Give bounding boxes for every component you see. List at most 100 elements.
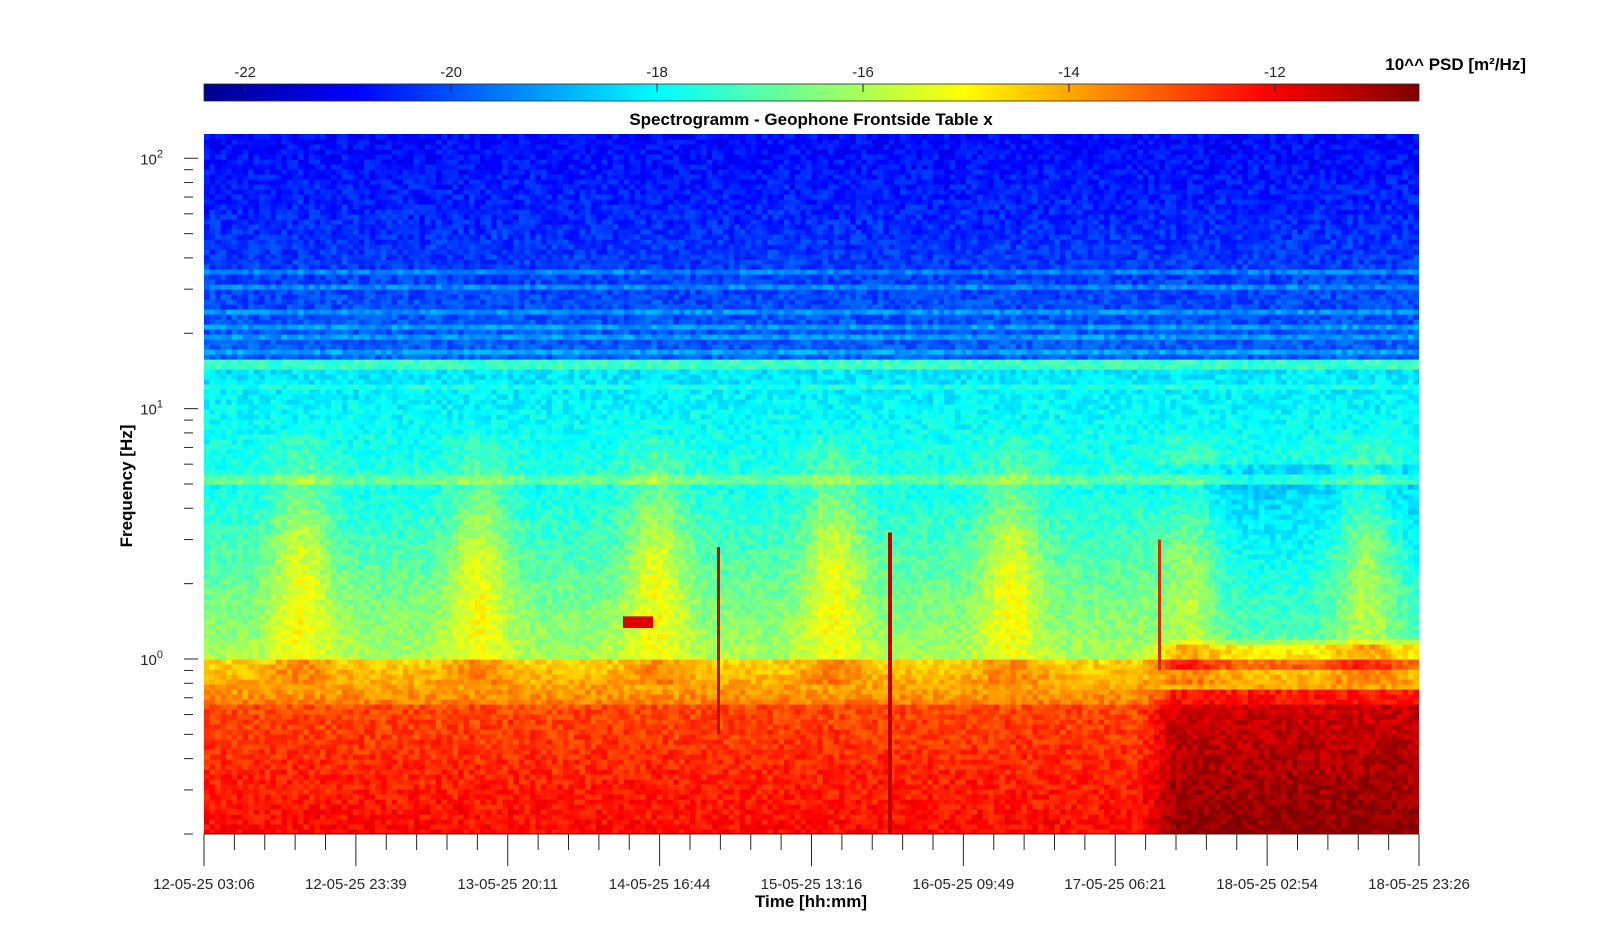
heatmap-cell <box>1060 729 1066 735</box>
heatmap-cell <box>1353 764 1359 770</box>
heatmap-cell <box>939 729 945 735</box>
heatmap-cell <box>1259 759 1265 765</box>
heatmap-cell <box>292 779 298 785</box>
heatmap-cell <box>784 729 790 735</box>
heatmap-cell <box>557 739 563 745</box>
heatmap-cell <box>839 719 845 725</box>
heatmap-cell <box>961 759 967 765</box>
heatmap-cell <box>1275 774 1281 780</box>
heatmap-cell <box>1270 734 1276 740</box>
heatmap-cell <box>1204 734 1210 740</box>
heatmap-cell <box>961 779 967 785</box>
heatmap-cell <box>1226 824 1232 830</box>
heatmap-cell <box>1331 779 1337 785</box>
heatmap-cell <box>342 734 348 740</box>
heatmap-cell <box>944 749 950 755</box>
heatmap-cell <box>618 789 624 795</box>
heatmap-cell <box>226 769 232 775</box>
heatmap-cell <box>1320 739 1326 745</box>
heatmap-cell <box>1309 744 1315 750</box>
heatmap-cell <box>939 819 945 825</box>
heatmap-cell <box>1154 809 1160 815</box>
heatmap-cell <box>331 764 337 770</box>
heatmap-cell <box>535 799 541 805</box>
heatmap-cell <box>309 794 315 800</box>
heatmap-cell <box>1298 784 1304 790</box>
heatmap-cell <box>292 784 298 790</box>
heatmap-cell <box>386 754 392 760</box>
heatmap-cell <box>966 774 972 780</box>
heatmap-cell <box>988 759 994 765</box>
heatmap-cell <box>867 739 873 745</box>
heatmap-cell <box>668 744 674 750</box>
heatmap-cell <box>795 789 801 795</box>
heatmap-cell <box>1209 799 1215 805</box>
heatmap-cell <box>254 779 260 785</box>
heatmap-cell <box>1270 729 1276 735</box>
heatmap-cell <box>1154 759 1160 765</box>
heatmap-cell <box>872 809 878 815</box>
heatmap-cell <box>1275 824 1281 830</box>
heatmap-cell <box>303 824 309 830</box>
heatmap-cell <box>381 819 387 825</box>
heatmap-cell <box>563 789 569 795</box>
heatmap-cell <box>1286 814 1292 820</box>
heatmap-cell <box>1165 784 1171 790</box>
heatmap-cell <box>1320 784 1326 790</box>
heatmap-cell <box>950 719 956 725</box>
heatmap-cell <box>662 744 668 750</box>
heatmap-cell <box>861 824 867 830</box>
heatmap-cell <box>1325 784 1331 790</box>
heatmap-cell <box>789 769 795 775</box>
heatmap-cell <box>1391 804 1397 810</box>
heatmap-cell <box>1071 804 1077 810</box>
heatmap-cell <box>1170 794 1176 800</box>
heatmap-cell <box>1193 724 1199 730</box>
heatmap-cell <box>502 749 508 755</box>
heatmap-cell <box>1077 819 1083 825</box>
heatmap-cell <box>662 779 668 785</box>
heatmap-cell <box>530 724 536 730</box>
heatmap-cell <box>1347 724 1353 730</box>
heatmap-cell <box>618 819 624 825</box>
heatmap-cell <box>872 719 878 725</box>
heatmap-cell <box>972 789 978 795</box>
heatmap-cell <box>314 769 320 775</box>
heatmap-cell <box>1347 819 1353 825</box>
heatmap-cell <box>834 824 840 830</box>
heatmap-cell <box>1154 784 1160 790</box>
heatmap-cell <box>1397 824 1403 830</box>
heatmap-cell <box>342 754 348 760</box>
heatmap-cell <box>1342 799 1348 805</box>
heatmap-cell <box>696 824 702 830</box>
heatmap-cell <box>353 729 359 735</box>
heatmap-cell <box>1259 764 1265 770</box>
heatmap-cell <box>1093 789 1099 795</box>
heatmap-cell <box>541 764 547 770</box>
heatmap-cell <box>1281 774 1287 780</box>
heatmap-cell <box>1170 769 1176 775</box>
heatmap-cell <box>646 724 652 730</box>
heatmap-cell <box>552 779 558 785</box>
heatmap-cell <box>640 744 646 750</box>
heatmap-cell <box>508 739 514 745</box>
heatmap-cell <box>309 754 315 760</box>
heatmap-cell <box>867 784 873 790</box>
heatmap-cell <box>878 809 884 815</box>
heatmap-cell <box>1055 729 1061 735</box>
heatmap-cell <box>292 819 298 825</box>
heatmap-cell <box>1331 744 1337 750</box>
heatmap-cell <box>850 814 856 820</box>
heatmap-cell <box>1088 724 1094 730</box>
heatmap-cell <box>1248 734 1254 740</box>
heatmap-cell <box>1292 774 1298 780</box>
heatmap-cell <box>712 754 718 760</box>
heatmap-cell <box>1132 824 1138 830</box>
heatmap-cell <box>1182 729 1188 735</box>
heatmap-cell <box>1309 734 1315 740</box>
heatmap-cell <box>927 719 933 725</box>
heatmap-cell <box>812 724 818 730</box>
heatmap-cell <box>403 774 409 780</box>
heatmap-cell <box>762 764 768 770</box>
heatmap-cell <box>1353 754 1359 760</box>
